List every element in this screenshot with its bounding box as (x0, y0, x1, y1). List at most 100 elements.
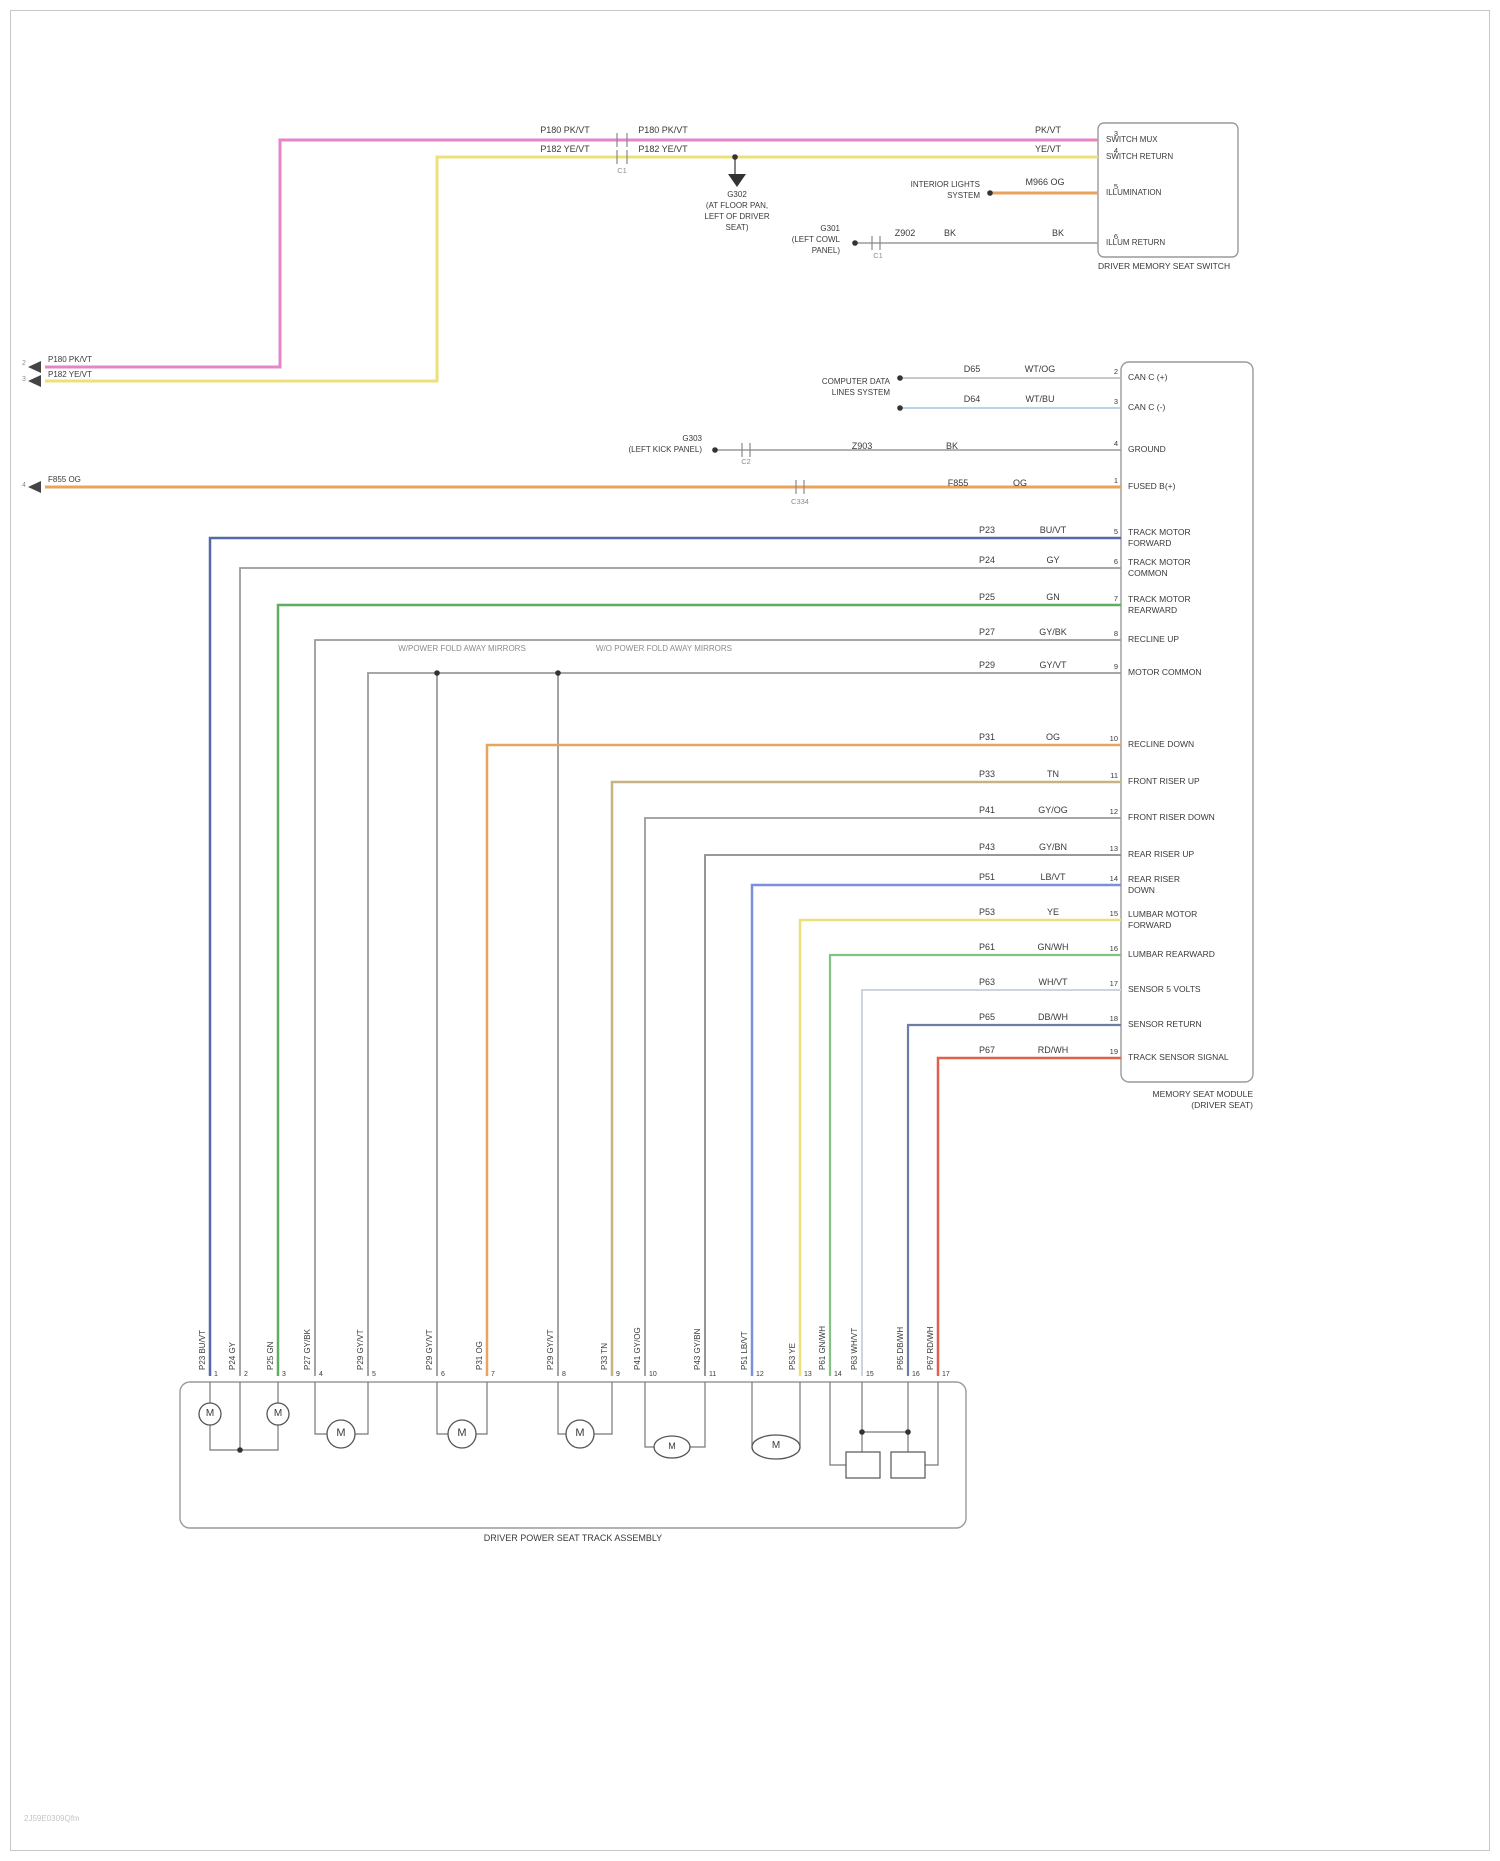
pin-number: 8 (1113, 629, 1118, 638)
component-lead (436, 1382, 448, 1435)
pin-label: FORWARD (1128, 538, 1172, 548)
pin-label: LUMBAR REARWARD (1128, 949, 1215, 959)
component-lead (557, 1382, 566, 1435)
wire-label: WH/VT (1038, 977, 1068, 987)
junction-dot (555, 670, 561, 676)
connector-label: C2 (741, 457, 751, 466)
pin-label: SENSOR RETURN (1128, 1019, 1202, 1029)
pin-label: FRONT RISER DOWN (1128, 812, 1215, 822)
pin-label: CAN C (-) (1128, 402, 1166, 412)
pin-number: 5 (1113, 182, 1118, 191)
memory-seat-module-box (1120, 361, 1254, 1083)
motor-letter: M (205, 1408, 215, 1419)
pin-number: 11 (709, 1371, 717, 1378)
wire-label: RD/WH (1037, 1045, 1069, 1055)
component-lead (594, 1382, 613, 1435)
pin-number: 4 (1113, 439, 1118, 448)
pin-number: 10 (1109, 734, 1118, 743)
wire-label: P31 (978, 732, 996, 742)
pin-number: 3 (282, 1371, 286, 1378)
pin-number: 1 (214, 1371, 218, 1378)
option-note: W/O POWER FOLD AWAY MIRRORS (595, 644, 733, 653)
connector-label: C1 (873, 251, 883, 260)
junction-dot (897, 375, 903, 381)
junction-dot (732, 154, 738, 160)
wire-label: F855 (947, 478, 969, 488)
module-caption: MEMORY SEAT MODULE (DRIVER SEAT) (1053, 1089, 1253, 1111)
motor-letter: M (457, 1427, 467, 1439)
wire-label: BK (1051, 228, 1065, 238)
pin-label: REAR RISER UP (1128, 849, 1195, 859)
pin-number: 2 (1113, 367, 1118, 376)
circuit-p25-wire (276, 603, 1121, 1376)
ground-label: SEAT) (725, 223, 749, 232)
motor-symbol (565, 1419, 595, 1449)
system-reference-label: INTERIOR LIGHTS (910, 180, 980, 189)
wire-label: P24 (978, 555, 996, 565)
position-sensor (890, 1451, 926, 1479)
vertical-wire-label: P67 RD/WH (926, 1326, 935, 1370)
pin-label: TRACK MOTOR (1128, 527, 1191, 537)
pin-number: 3 (1113, 397, 1118, 406)
component-lead (314, 1382, 327, 1435)
vertical-wire-label: P27 GY/BK (303, 1329, 312, 1370)
circuit-p31-wire (485, 743, 1121, 1376)
wire-label: GN/WH (1037, 942, 1069, 952)
pin-label: SENSOR 5 VOLTS (1128, 984, 1201, 994)
pin-label: REAR RISER (1128, 874, 1180, 884)
pin-label: TRACK SENSOR SIGNAL (1128, 1052, 1229, 1062)
vertical-wire-label: P33 TN (600, 1343, 609, 1370)
pin-number: 6 (1113, 557, 1118, 566)
wire-label: BU/VT (1039, 525, 1067, 535)
circuit-p43-wire (704, 854, 1121, 1376)
vertical-wire-label: P24 GY (228, 1341, 237, 1370)
vertical-wire-label: P51 LB/VT (740, 1331, 749, 1370)
grid-ref: 3 (22, 376, 26, 383)
motor-symbol (751, 1434, 801, 1460)
vertical-wire-label: P63 WH/VT (850, 1327, 859, 1370)
wire-label: P53 (978, 907, 996, 917)
pin-number: 9 (616, 1371, 620, 1378)
wire-label: BK (943, 228, 957, 238)
pin-label: FUSED B(+) (1128, 481, 1176, 491)
wire-label: D64 (963, 394, 981, 404)
pin-label: ILLUMINATION (1106, 188, 1162, 197)
ground-symbol (728, 174, 746, 187)
system-reference-label: LINES SYSTEM (831, 388, 890, 397)
motor-symbol (447, 1419, 477, 1449)
circuit-p65-wire (906, 1023, 1121, 1376)
vertical-wire-label: P25 GN (266, 1341, 275, 1370)
offpage-wire-label: P180 PK/VT (48, 355, 93, 364)
pin-label: TRACK MOTOR (1128, 594, 1191, 604)
offpage-wire-label: F855 OG (48, 475, 81, 484)
motor-letter: M (336, 1427, 346, 1439)
wire-label: P43 (978, 842, 996, 852)
pin-number: 6 (441, 1371, 445, 1378)
wire-label: DB/WH (1038, 1012, 1068, 1022)
pin-number: 2 (244, 1371, 248, 1378)
connector-label: C334 (791, 497, 809, 506)
pin-number: 10 (649, 1371, 657, 1378)
wire-label: P63 (978, 977, 996, 987)
vertical-wire-label: P29 GY/VT (425, 1329, 434, 1370)
ground-label: G302 (727, 190, 747, 199)
offpage-connector-arrow (28, 481, 41, 493)
wire-label: YE (1046, 907, 1060, 917)
pin-number: 5 (1113, 527, 1118, 536)
pin-number: 18 (1109, 1014, 1118, 1023)
position-sensor (845, 1451, 881, 1479)
junction-dot (434, 670, 440, 676)
wire-label: D65 (963, 364, 981, 374)
wire-label: P29 (978, 660, 996, 670)
offpage-connector-arrow (28, 361, 41, 373)
pin-number: 16 (912, 1371, 920, 1378)
wire-label: LB/VT (1040, 872, 1066, 882)
wire-label: PK/VT (1034, 125, 1062, 135)
wire-label: WT/BU (1025, 394, 1055, 404)
track-assembly-caption: DRIVER POWER SEAT TRACK ASSEMBLY (483, 1533, 663, 1543)
wire-label: Z903 (851, 441, 873, 451)
pin-label: LUMBAR MOTOR (1128, 909, 1198, 919)
wire-label: BK (945, 441, 959, 451)
